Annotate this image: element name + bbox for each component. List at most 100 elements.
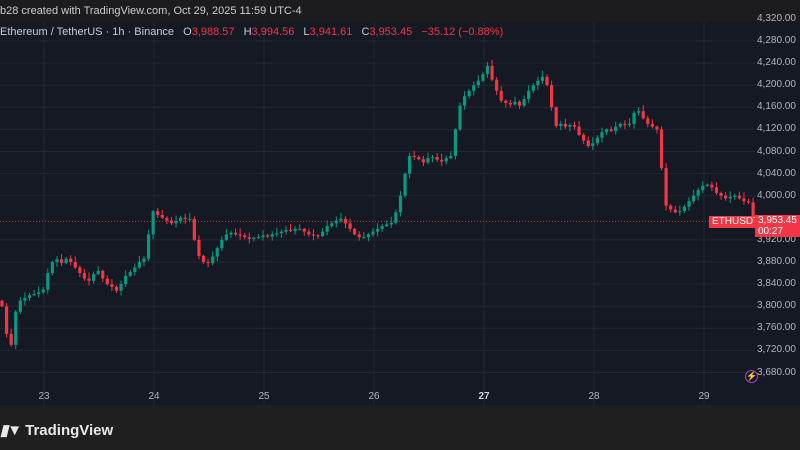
candle-body — [394, 212, 398, 223]
last-price-value: 3,953.45 — [758, 215, 797, 226]
candle-body — [444, 158, 448, 162]
candle-body — [27, 295, 32, 298]
candle-body — [522, 99, 526, 106]
candle-body — [476, 80, 480, 86]
candle-body — [385, 224, 389, 227]
candle-body — [37, 292, 41, 295]
symbol-title[interactable]: Ethereum / TetherUS · 1h · Binance — [0, 26, 175, 38]
price-tick-label: 4,040.00 — [757, 167, 796, 179]
candle-body — [233, 232, 238, 235]
candle-body — [229, 232, 233, 235]
high-label: H — [243, 26, 252, 38]
candle-body — [678, 211, 682, 213]
price-tick-label: 3,880.00 — [757, 256, 796, 267]
candle-body — [92, 274, 96, 281]
price-tick-label: 4,280.00 — [757, 35, 796, 46]
candle-body — [641, 111, 645, 119]
candle-body — [563, 123, 567, 127]
candle-body — [261, 235, 265, 238]
candle-body — [311, 234, 316, 236]
close-value: 3,953.45 — [369, 26, 413, 38]
candle-body — [353, 228, 357, 235]
candle-body — [604, 129, 609, 133]
price-tick-label: 4,120.00 — [757, 123, 796, 135]
candle-body — [485, 65, 490, 75]
date-tick-label: 23 — [38, 391, 50, 402]
candle-body — [119, 284, 123, 291]
brand-name: TradingView — [25, 422, 114, 439]
candle-body — [266, 235, 270, 237]
candle-body — [458, 105, 462, 130]
candle-body — [687, 201, 691, 207]
candle-body — [224, 234, 229, 240]
candle-body — [499, 90, 503, 101]
candle-body — [467, 90, 471, 97]
candle-body — [284, 229, 288, 232]
last-price-tag: 3,953.45 00:27 — [755, 215, 800, 237]
candle-body — [298, 228, 302, 230]
candle-body — [513, 101, 517, 105]
candle-body — [375, 228, 380, 232]
candle-body — [481, 74, 485, 81]
candle-body — [0, 300, 4, 307]
candle-body — [591, 143, 595, 146]
candle-body — [124, 275, 128, 285]
logo-mark-icon: ▮▼ — [0, 422, 22, 439]
candle-body — [664, 168, 668, 206]
candle-body — [696, 190, 700, 196]
candle-body — [618, 123, 622, 127]
candle-body — [288, 229, 293, 232]
candle-body — [408, 155, 412, 174]
date-tick-label: 24 — [148, 391, 160, 402]
open-label: O — [183, 26, 192, 38]
candle-body — [421, 159, 425, 163]
candlestick-chart[interactable] — [0, 22, 755, 405]
candle-body — [417, 157, 421, 160]
candle-body — [114, 286, 119, 291]
candle-body — [160, 215, 164, 218]
candle-body — [714, 187, 719, 193]
candle-body — [343, 218, 348, 224]
price-tick-label: 3,800.00 — [757, 300, 796, 312]
candle-body — [110, 284, 114, 287]
candle-body — [582, 134, 586, 141]
candle-body — [78, 267, 82, 274]
change-value: −35.12 (−0.88%) — [421, 26, 504, 38]
candle-body — [472, 85, 476, 91]
candle-body — [572, 124, 577, 127]
candle-body — [101, 270, 105, 279]
candle-body — [554, 107, 558, 127]
candle-body — [41, 289, 45, 293]
candle-body — [682, 206, 687, 212]
candle-body — [495, 79, 499, 91]
candle-body — [728, 196, 732, 199]
date-tick-label: 28 — [588, 391, 600, 402]
candle-body — [339, 218, 343, 221]
candle-body — [9, 333, 13, 345]
price-tick-label: 3,920.00 — [757, 233, 796, 245]
candle-body — [270, 234, 274, 237]
candle-body — [96, 270, 100, 275]
candle-body — [18, 300, 22, 312]
price-tick-label: 4,000.00 — [757, 189, 796, 201]
candle-body — [275, 233, 279, 235]
candle-body — [156, 211, 160, 216]
candle-body — [577, 126, 581, 135]
candle-body — [655, 126, 659, 130]
price-tick-label: 3,680.00 — [757, 366, 796, 378]
candle-body — [192, 218, 196, 240]
candle-body — [403, 173, 407, 196]
candle-body — [389, 222, 393, 225]
candle-body — [256, 237, 261, 239]
candle-body — [398, 195, 403, 213]
lightning-icon[interactable]: ⚡ — [745, 370, 758, 383]
candle-body — [69, 258, 73, 262]
candle-body — [691, 195, 696, 202]
candle-body — [247, 237, 251, 239]
candle-body — [211, 256, 215, 264]
candle-body — [321, 231, 325, 237]
candle-body — [430, 157, 435, 159]
candle-body — [183, 217, 187, 219]
candle-body — [609, 129, 613, 132]
candle-body — [737, 195, 741, 199]
